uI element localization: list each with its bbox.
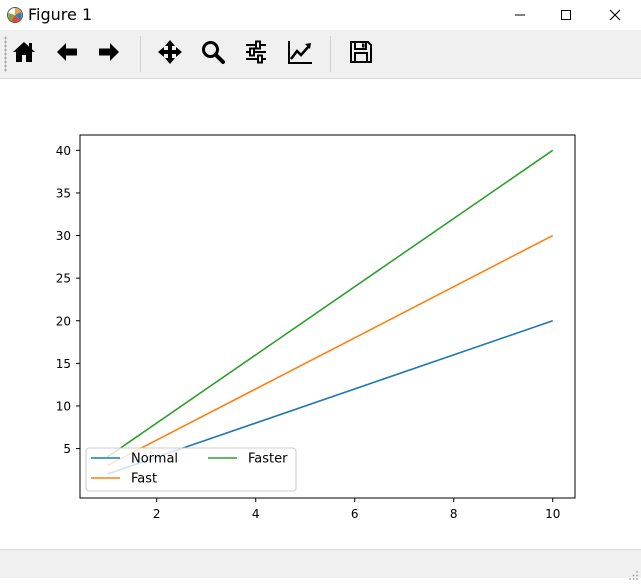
line-chart-icon bbox=[287, 39, 313, 69]
legend-box bbox=[85, 447, 297, 492]
y-tick-label: 10 bbox=[56, 399, 71, 413]
y-tick-label: 25 bbox=[56, 272, 71, 286]
matplotlib-icon bbox=[6, 6, 24, 24]
save-icon bbox=[348, 39, 374, 69]
y-tick-label: 40 bbox=[56, 144, 71, 158]
minimize-button[interactable] bbox=[497, 0, 543, 30]
forward-button[interactable] bbox=[93, 38, 125, 70]
home-icon bbox=[11, 39, 37, 69]
window-title: Figure 1 bbox=[28, 5, 93, 24]
edit-axis-button[interactable] bbox=[284, 38, 316, 70]
save-button[interactable] bbox=[345, 38, 377, 70]
y-tick-label: 5 bbox=[63, 442, 71, 456]
y-tick-label: 30 bbox=[56, 229, 71, 243]
maximize-icon bbox=[560, 6, 572, 25]
legend: Normal Fast Faster bbox=[85, 447, 297, 492]
legend-label-normal: Normal bbox=[131, 452, 178, 467]
move-icon bbox=[157, 39, 183, 69]
series-line-faster bbox=[106, 149, 554, 458]
status-bar bbox=[0, 549, 641, 580]
x-tick-label: 8 bbox=[450, 507, 458, 521]
zoom-button[interactable] bbox=[197, 38, 229, 70]
navigation-toolbar bbox=[0, 30, 641, 79]
x-tick-label: 6 bbox=[351, 507, 359, 521]
y-tick-label: 20 bbox=[56, 314, 71, 328]
sliders-icon bbox=[243, 39, 269, 69]
close-button[interactable] bbox=[592, 0, 638, 30]
figure-canvas[interactable]: 2 4 6 8 10 5 10 15 20 25 30 35 40 Normal Fast Faster bbox=[0, 79, 641, 549]
series-line-fast bbox=[106, 234, 554, 467]
toolbar-grip[interactable] bbox=[4, 36, 7, 72]
legend-label-fast: Fast bbox=[131, 472, 157, 487]
minimize-icon bbox=[514, 6, 526, 25]
x-tick-label: 10 bbox=[545, 507, 560, 521]
toolbar-separator bbox=[330, 36, 331, 72]
legend-label-faster: Faster bbox=[248, 452, 288, 467]
x-tick-label: 2 bbox=[153, 507, 161, 521]
zoom-icon bbox=[200, 39, 226, 69]
home-button[interactable] bbox=[8, 38, 40, 70]
title-bar: Figure 1 bbox=[0, 0, 641, 30]
line-chart[interactable]: 2 4 6 8 10 5 10 15 20 25 30 35 40 Normal Fast Faster bbox=[0, 79, 641, 549]
arrow-left-icon bbox=[54, 39, 80, 69]
axes-frame bbox=[79, 134, 576, 499]
close-icon bbox=[609, 6, 621, 25]
arrow-right-icon bbox=[96, 39, 122, 69]
pan-button[interactable] bbox=[154, 38, 186, 70]
configure-subplots-button[interactable] bbox=[240, 38, 272, 70]
back-button[interactable] bbox=[51, 38, 83, 70]
x-tick-label: 4 bbox=[252, 507, 260, 521]
maximize-button[interactable] bbox=[543, 0, 589, 30]
y-tick-label: 35 bbox=[56, 186, 71, 200]
toolbar-separator bbox=[140, 36, 141, 72]
resize-grip[interactable] bbox=[629, 566, 639, 580]
y-tick-label: 15 bbox=[56, 357, 71, 371]
